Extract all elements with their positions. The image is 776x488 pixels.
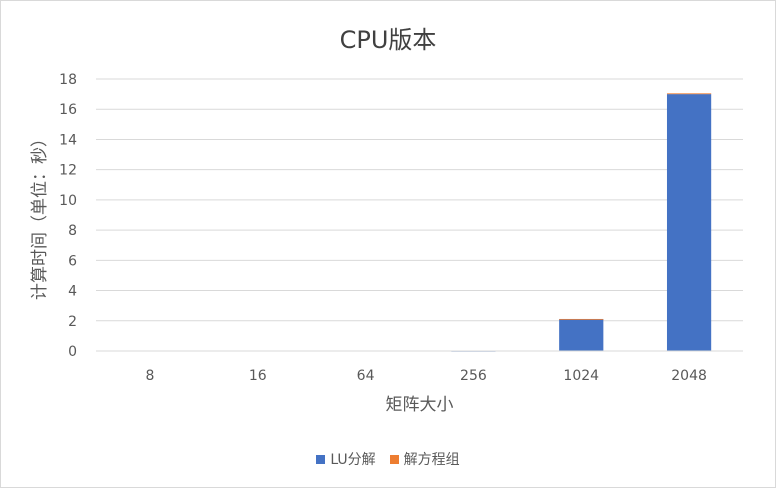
y-tick-label: 12 <box>59 163 77 179</box>
y-tick-label: 6 <box>68 253 77 269</box>
x-axis-title: 矩阵大小 <box>386 395 454 415</box>
gridlines <box>96 78 743 322</box>
x-tick-labels: 8 16 64 256 1024 2048 <box>145 368 706 384</box>
y-tick-label: 14 <box>59 132 77 148</box>
legend-swatch-solve <box>389 454 399 464</box>
legend-label-solve: 解方程组 <box>403 452 460 468</box>
bar-lu-1024 <box>559 319 604 351</box>
legend: LU分解 解方程组 <box>0 449 776 469</box>
y-tick-label: 4 <box>68 284 77 300</box>
x-tick-label: 1024 <box>563 368 599 384</box>
y-tick-labels: 0 2 4 6 8 10 12 14 16 18 <box>59 72 77 360</box>
y-axis-title: 计算时间（单位：秒） <box>30 130 50 300</box>
y-tick-label: 18 <box>59 72 77 88</box>
bar-solve-1024 <box>559 318 604 320</box>
x-tick-label: 8 <box>145 368 154 384</box>
bars <box>451 93 712 352</box>
chart-title: CPU版本 <box>339 26 437 54</box>
legend-item-solve: 解方程组 <box>389 449 460 469</box>
y-tick-label: 8 <box>68 223 77 239</box>
x-tick-label: 2048 <box>671 368 707 384</box>
legend-item-lu: LU分解 <box>316 449 376 469</box>
x-tick-label: 256 <box>460 368 487 384</box>
y-tick-label: 2 <box>68 314 77 330</box>
bar-solve-2048 <box>666 93 712 95</box>
legend-label-lu: LU分解 <box>330 452 376 468</box>
x-tick-label: 16 <box>249 368 267 384</box>
y-tick-label: 10 <box>59 193 77 209</box>
y-tick-label: 16 <box>59 102 77 118</box>
legend-swatch-lu <box>316 454 326 464</box>
bar-lu-2048 <box>666 94 712 351</box>
y-tick-label: 0 <box>68 344 77 360</box>
x-tick-label: 64 <box>357 368 375 384</box>
